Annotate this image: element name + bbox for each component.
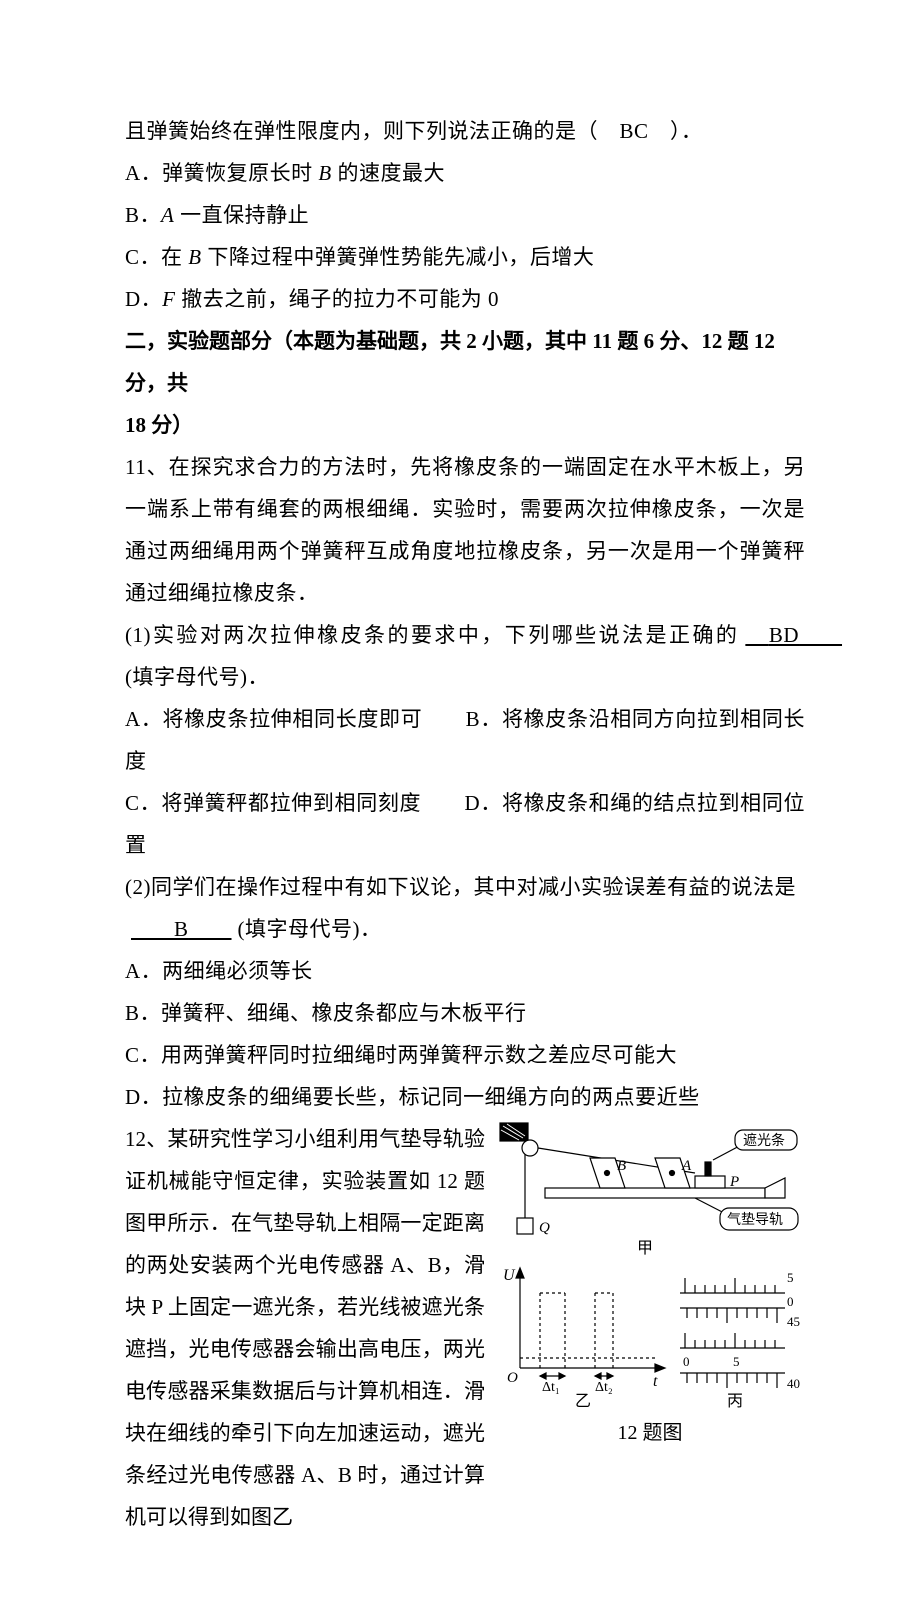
label-Q: Q: [539, 1220, 550, 1236]
q11-p1: (1)实验对两次拉伸橡皮条的要求中，下列哪些说法是正确的 BD (填字母代号)．: [125, 614, 805, 698]
q12-wrap: 12、某研究性学习小组利用气垫导轨验证机械能守恒定律，实验装置如 12 题图甲所…: [125, 1118, 805, 1538]
q11-p2-pre: (2)同学们在操作过程中有如下议论，其中对减小实验误差有益的说法是: [125, 875, 796, 899]
q11-p2A: A．两细绳必须等长: [125, 950, 805, 992]
q11-p1-CD: C．将弹簧秤都拉伸到相同刻度 D．将橡皮条和绳的结点拉到相同位置: [125, 782, 805, 866]
q10-stem-tail: 且弹簧始终在弹性限度内，则下列说法正确的是（ BC ）．: [125, 110, 805, 152]
q10-optB-post: 一直保持静止: [174, 203, 309, 227]
label-B: B: [617, 1158, 626, 1174]
q12-caption: 12 题图: [495, 1416, 805, 1445]
q11-p2-ans: B: [125, 917, 238, 941]
tick-0b: 0: [683, 1354, 690, 1369]
q11-p2: (2)同学们在操作过程中有如下议论，其中对减小实验误差有益的说法是: [125, 866, 805, 908]
page: 且弹簧始终在弹性限度内，则下列说法正确的是（ BC ）． A．弹簧恢复原长时 B…: [0, 0, 920, 1598]
q11-p2-ans-text: B: [174, 917, 189, 941]
tick-40: 40: [787, 1376, 800, 1391]
q10-optC: C．在 B 下降过程中弹簧弹性势能先减小，后增大: [125, 236, 805, 278]
q11-p2D: D．拉橡皮条的细绳要长些，标记同一细绳方向的两点要近些: [125, 1076, 805, 1118]
q10-optD-post: 撤去之前，绳子的拉力不可能为 0: [176, 287, 500, 311]
tick-45: 45: [787, 1314, 800, 1329]
q12-fig-yi-bing: U t O Δt₁: [495, 1258, 805, 1408]
dt2: Δt₂: [595, 1380, 613, 1395]
q11-p1-ans-text: BD: [769, 623, 799, 647]
label-jia: 甲: [637, 1240, 653, 1257]
tick-5b: 5: [733, 1354, 740, 1369]
label-daogui: 气垫导轨: [727, 1212, 783, 1228]
q10-optD-pre: D．: [125, 287, 162, 311]
dt1: Δt₁: [542, 1380, 560, 1395]
tick-5a: 5: [787, 1270, 794, 1285]
label-bing: 丙: [727, 1393, 743, 1408]
q11-p1-pre: (1)实验对两次拉伸橡皮条的要求中，下列哪些说法是正确的: [125, 623, 739, 647]
xlabel-t: t: [653, 1373, 658, 1390]
q11-p1A: A．将橡皮条拉伸相同长度即可: [125, 707, 422, 731]
q11-p2-ansline: B (填字母代号)．: [125, 908, 805, 950]
q11-p1-AB: A．将橡皮条拉伸相同长度即可 B．将橡皮条沿相同方向拉到相同长度: [125, 698, 805, 782]
q10-optD-var: F: [162, 287, 175, 311]
q11-p2C: C．用两弹簧秤同时拉细绳时两弹簧秤示数之差应尽可能大: [125, 1034, 805, 1076]
q11-p1-post: (填字母代号)．: [125, 665, 269, 689]
q10-optA-var: B: [318, 161, 331, 185]
label-A: A: [681, 1158, 692, 1174]
q11-p2B: B．弹簧秤、细绳、橡皮条都应与木板平行: [125, 992, 805, 1034]
section2-heading-l1: 二，实验题部分（本题为基础题，共 2 小题，其中 11 题 6 分、12 题 1…: [125, 320, 805, 404]
q12-text: 12、某研究性学习小组利用气垫导轨验证机械能守恒定律，实验装置如 12 题图甲所…: [125, 1118, 495, 1538]
label-yi: 乙: [575, 1393, 591, 1408]
ylabel-U: U: [503, 1267, 516, 1284]
q10-optC-pre: C．在: [125, 245, 188, 269]
q11-stem: 11、在探究求合力的方法时，先将橡皮条的一端固定在水平木板上，另一端系上带有绳套…: [125, 446, 805, 614]
label-zheguang: 遮光条: [743, 1132, 785, 1149]
q10-optB-var: A: [161, 203, 174, 227]
q10-optB-pre: B．: [125, 203, 161, 227]
q11-p1-ans: BD: [739, 623, 848, 647]
q11-p1C: C．将弹簧秤都拉伸到相同刻度: [125, 791, 421, 815]
label-P: P: [729, 1174, 739, 1190]
q10-optB: B．A 一直保持静止: [125, 194, 805, 236]
q10-optA-pre: A．弹簧恢复原长时: [125, 161, 318, 185]
q10-optA: A．弹簧恢复原长时 B 的速度最大: [125, 152, 805, 194]
origin-O: O: [507, 1370, 518, 1386]
q10-optC-post: 下降过程中弹簧弹性势能先减小，后增大: [202, 245, 595, 269]
q10-optA-post: 的速度最大: [332, 161, 445, 185]
q10-optC-var: B: [188, 245, 201, 269]
section2-heading-l2: 18 分）: [125, 404, 805, 446]
q10-optD: D．F 撤去之前，绳子的拉力不可能为 0: [125, 278, 805, 320]
q12-fig-jia: Q B A: [495, 1118, 805, 1258]
q12-figures: Q B A: [495, 1118, 805, 1445]
q11-p2-post: (填字母代号)．: [238, 917, 382, 941]
